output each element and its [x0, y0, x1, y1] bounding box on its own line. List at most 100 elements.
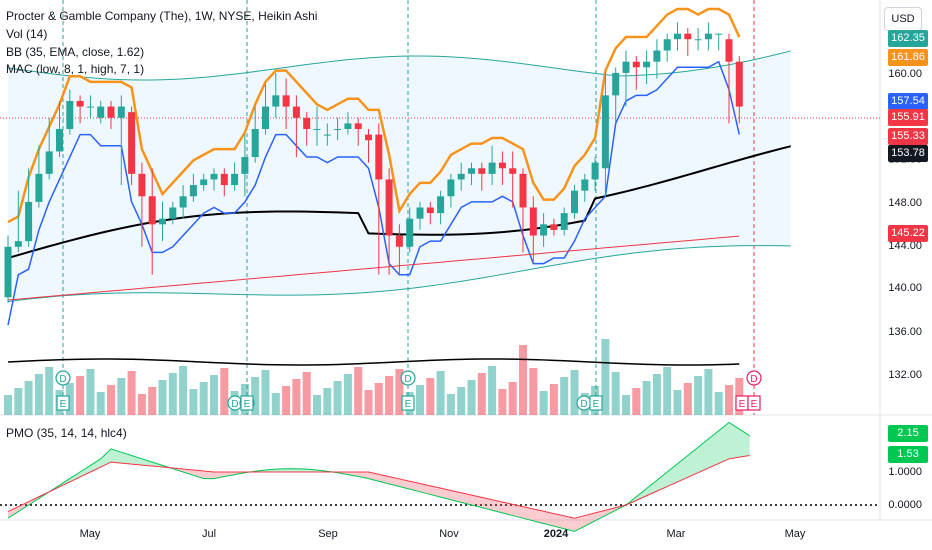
volume-bar — [354, 367, 363, 415]
candle-body — [457, 173, 465, 180]
candle-body — [35, 173, 43, 202]
candle-body — [694, 39, 702, 41]
candle-body — [684, 33, 692, 40]
time-tick: Nov — [439, 528, 459, 540]
candle-body — [437, 196, 445, 214]
mac-legend[interactable]: MAC (low, 8, 1, high, 7, 1) — [6, 62, 145, 76]
volume-bar — [117, 378, 126, 415]
candle-body — [519, 173, 527, 208]
pmo-fill — [90, 458, 101, 472]
event-marker-label: E — [405, 399, 412, 410]
candle-body — [334, 128, 342, 130]
pmo-fill — [18, 501, 29, 512]
pmo-fill — [131, 455, 142, 466]
volume-bar — [529, 368, 538, 415]
volume-bar — [436, 371, 445, 415]
candle-body — [292, 106, 300, 118]
volume-bar — [467, 380, 476, 415]
volume-bar — [549, 384, 558, 415]
pmo-fill — [543, 511, 554, 527]
event-marker-label: D — [59, 374, 66, 385]
event-marker-label: E — [739, 399, 746, 410]
candle-body — [385, 179, 393, 236]
volume-bar — [148, 387, 157, 415]
volume-bar — [416, 385, 424, 415]
event-marker-label: D — [404, 374, 411, 385]
pmo-fill — [492, 499, 503, 513]
volume-bar — [704, 369, 713, 415]
candle-body — [97, 106, 105, 118]
pmo-fill — [111, 448, 122, 464]
candle-body — [313, 128, 321, 130]
vol-legend[interactable]: Vol (14) — [6, 27, 48, 41]
candle-body — [159, 218, 166, 225]
pmo-fill — [605, 507, 616, 516]
candle-body — [560, 213, 568, 230]
candle-body — [128, 112, 136, 174]
volume-bar — [168, 373, 177, 415]
candle-body — [117, 106, 125, 118]
event-marker-label: E — [751, 399, 758, 410]
candle-body — [478, 168, 486, 174]
volume-bar — [127, 371, 136, 415]
pmo-fill — [440, 488, 451, 500]
candle-body — [262, 106, 269, 129]
candle-body — [272, 95, 280, 107]
volume-bar — [457, 387, 466, 415]
candle-body — [540, 224, 548, 236]
volume-bar — [364, 390, 373, 415]
pmo-fill — [430, 485, 441, 498]
candle-body — [674, 33, 681, 40]
volume-bar — [86, 369, 95, 415]
pmo-fill — [729, 422, 740, 459]
bb-legend[interactable]: BB (35, EMA, close, 1.62) — [6, 45, 145, 59]
candle-body — [612, 72, 620, 96]
pmo-fill — [461, 492, 472, 505]
pmo-fill — [718, 422, 729, 464]
earnings-marker: E — [747, 395, 761, 411]
pmo-fill — [224, 472, 235, 477]
time-tick: Jul — [201, 528, 217, 540]
volume-bar — [560, 377, 569, 415]
volume-bar — [210, 375, 218, 415]
volume-bar — [137, 394, 146, 415]
time-tick: Sep — [318, 528, 338, 540]
candle-body — [509, 168, 517, 174]
volume-bar — [45, 367, 54, 415]
volume-bar — [642, 381, 651, 415]
candle-body — [488, 162, 496, 174]
candle-body — [591, 162, 599, 180]
pmo-fill — [69, 472, 81, 482]
volume-bar — [179, 366, 188, 415]
volume-bar — [302, 372, 311, 415]
pmo-tag-value: 2.15 — [888, 425, 928, 442]
pmo-fill — [739, 429, 750, 458]
volume-bar — [683, 383, 692, 415]
candle-body — [323, 134, 331, 136]
pmo-fill — [193, 470, 204, 479]
volume-bar — [632, 388, 641, 415]
candle-body — [653, 50, 661, 62]
time-tick: 2024 — [543, 528, 569, 540]
candle-body — [395, 235, 403, 247]
volume-bar — [570, 370, 579, 415]
candle-body — [148, 196, 156, 225]
volume-bar — [199, 382, 208, 415]
earnings-marker: E — [240, 395, 254, 411]
volume-bar — [24, 381, 33, 415]
pmo-fill — [420, 483, 431, 495]
earnings-marker: E — [589, 395, 603, 411]
pmo-fill — [595, 510, 606, 521]
volume-bar — [611, 372, 620, 415]
candle-body — [447, 179, 455, 197]
pmo-legend[interactable]: PMO (35, 14, 14, hlc4) — [6, 426, 127, 440]
candle-body — [426, 207, 434, 214]
volume-bar — [76, 376, 85, 415]
volume-bar — [261, 370, 270, 415]
candle-body — [45, 151, 53, 174]
candle-body — [416, 207, 424, 219]
candle-body — [365, 134, 372, 141]
price-tick: 140.00 — [888, 282, 922, 294]
currency-button[interactable]: USD — [884, 7, 922, 31]
